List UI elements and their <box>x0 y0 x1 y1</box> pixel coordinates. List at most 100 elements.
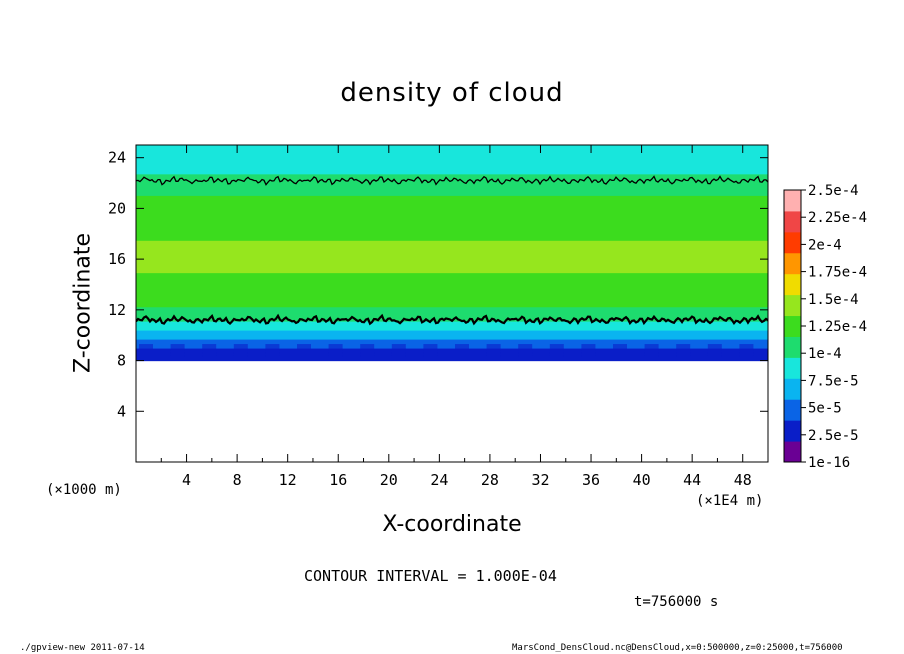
contour-line <box>136 175 768 186</box>
x-axis-label: X-coordinate <box>382 512 522 537</box>
field-band <box>136 322 768 326</box>
field-band <box>136 304 768 308</box>
field-band <box>136 353 768 356</box>
field-band <box>136 303 768 306</box>
field-band <box>136 193 768 196</box>
field-band <box>136 186 768 189</box>
field-band <box>136 342 768 345</box>
field-band <box>136 175 768 178</box>
field-band <box>136 206 768 209</box>
field-band <box>136 351 768 354</box>
field-band <box>136 209 768 213</box>
field-band <box>136 313 768 317</box>
y-tick-label: 20 <box>108 199 126 217</box>
field-band <box>136 171 768 175</box>
field-band <box>136 286 768 290</box>
colorbar-label: 1e-16 <box>808 455 850 471</box>
x-tick-label: 24 <box>430 471 448 489</box>
field-band <box>170 344 185 357</box>
field-band <box>136 173 768 177</box>
field-band <box>233 344 248 357</box>
field-band <box>136 328 768 331</box>
field-band <box>136 197 768 200</box>
field-band <box>136 277 768 281</box>
y-tick-label: 4 <box>117 402 126 420</box>
field-band <box>139 344 153 357</box>
field-band <box>136 306 768 310</box>
x-tick-label: 20 <box>380 471 398 489</box>
colorbar-segment <box>784 399 801 421</box>
field-band <box>136 263 768 266</box>
field-band <box>136 222 768 225</box>
field-band <box>136 335 768 338</box>
field-band <box>136 162 768 166</box>
field-band <box>136 216 768 220</box>
colorbar-label: 2e-4 <box>808 237 842 253</box>
x-tick-label: 8 <box>233 471 242 489</box>
field-band <box>391 344 406 357</box>
field-band <box>136 145 768 148</box>
x-tick-label: 40 <box>633 471 651 489</box>
field-band <box>136 356 768 360</box>
colorbar-segment <box>784 210 801 233</box>
field-band <box>136 339 768 342</box>
x-tick-label: 44 <box>683 471 701 489</box>
field-band <box>136 283 768 286</box>
field-band <box>136 326 768 329</box>
field-band <box>136 259 768 263</box>
field-band <box>136 236 768 240</box>
y-tick-label: 8 <box>117 352 126 370</box>
x-tick-label: 28 <box>481 471 499 489</box>
x-tick-label: 4 <box>182 471 191 489</box>
field-band <box>486 344 501 357</box>
contour-lines <box>136 175 768 326</box>
colorbar-label: 2.5e-5 <box>808 428 859 444</box>
colorbar-segment <box>784 231 801 254</box>
y-axis: 4 8 12 16 20 24 <box>108 149 768 420</box>
x-unit-note: (×1E4 m) <box>696 493 764 509</box>
colorbar-segment <box>784 294 801 317</box>
field-band <box>136 333 768 337</box>
field-band <box>136 267 768 270</box>
colorbar-segment <box>784 315 801 337</box>
field-band <box>136 153 768 157</box>
field-band <box>265 344 280 357</box>
field-band <box>136 231 768 234</box>
field-band <box>136 247 768 250</box>
field-band <box>136 274 768 277</box>
field-band <box>136 238 768 241</box>
colorbar-segment <box>784 190 801 212</box>
field-band <box>136 233 768 236</box>
field-band <box>136 276 768 279</box>
field-band <box>136 161 768 164</box>
field-band <box>136 155 768 159</box>
contour-line <box>136 313 768 326</box>
field-band <box>136 256 768 259</box>
field-band <box>423 344 438 357</box>
field-band <box>136 198 768 202</box>
field-band <box>136 344 768 347</box>
field-band <box>644 344 659 357</box>
field-band <box>136 270 768 274</box>
field-band <box>136 177 768 180</box>
field-band <box>136 146 768 150</box>
field-band <box>581 344 596 357</box>
field-band <box>136 272 768 275</box>
field-band <box>136 268 768 272</box>
field-band <box>136 150 768 153</box>
field-band <box>136 250 768 254</box>
field-band <box>136 297 768 301</box>
field-band <box>136 227 768 231</box>
colorbar-label: 2.25e-4 <box>808 210 867 226</box>
colorbar-label: 2.5e-4 <box>808 183 859 199</box>
field-band <box>136 191 768 195</box>
field-band <box>136 243 768 247</box>
field-band <box>136 312 768 315</box>
field-band <box>297 344 311 357</box>
field-band <box>707 344 722 357</box>
colorbar-label: 5e-5 <box>808 401 842 417</box>
chart-title: density of cloud <box>340 78 564 108</box>
field-band <box>136 166 768 169</box>
time-label: t=756000 s <box>634 594 719 610</box>
